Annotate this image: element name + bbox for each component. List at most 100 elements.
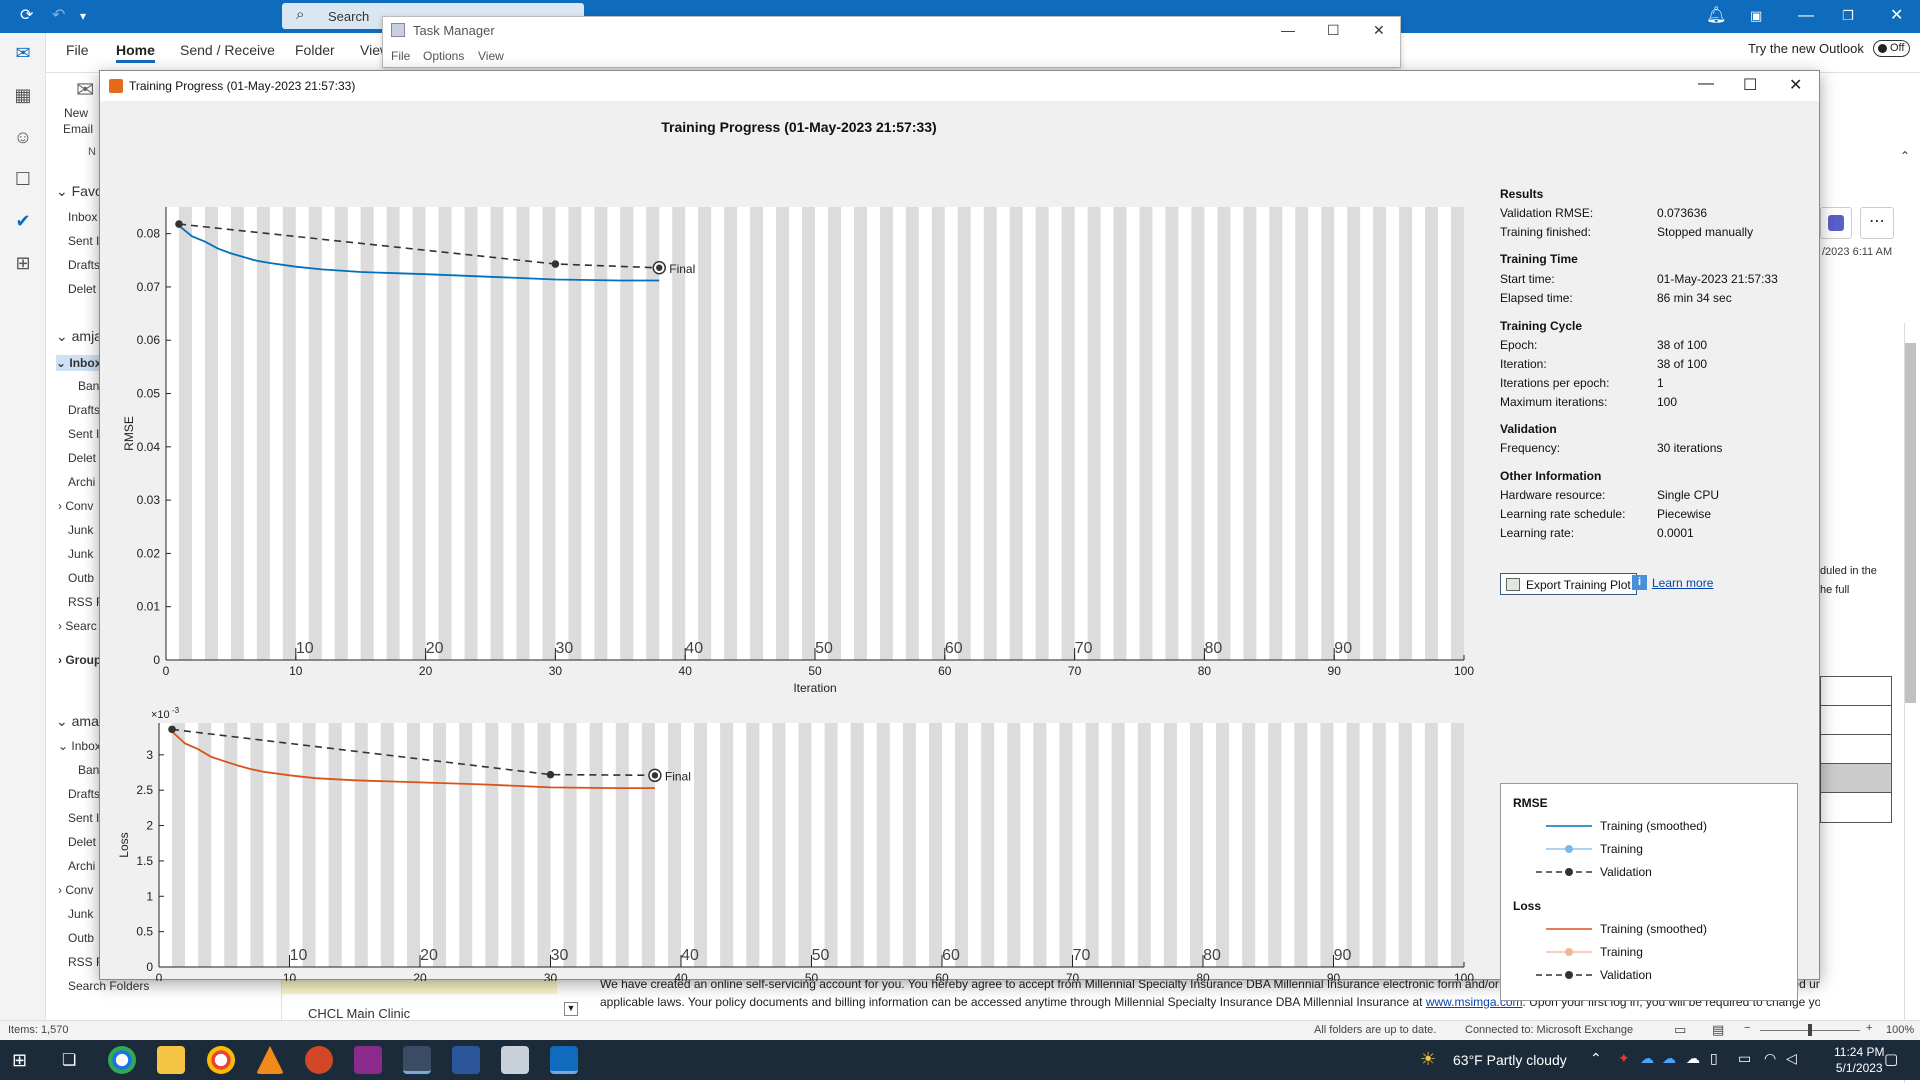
apps-icon[interactable]: ⊞ (15, 253, 31, 273)
collapse-ribbon-icon[interactable]: ⌃ (1900, 149, 1911, 163)
tray-app-icon[interactable]: ✦ (1618, 1050, 1630, 1066)
new-outlook-toggle[interactable]: Off (1873, 40, 1910, 57)
todo-icon[interactable]: ✔ (15, 211, 31, 231)
tasks-icon[interactable]: ☐ (14, 169, 32, 189)
wifi-icon[interactable]: ◠ (1764, 1050, 1777, 1066)
favorites-header[interactable]: ⌄ Favo (56, 183, 103, 200)
people-icon[interactable]: ☺ (13, 127, 33, 147)
teams-button[interactable] (1820, 207, 1852, 239)
chrome-profile-icon[interactable] (207, 1046, 235, 1074)
device-icon[interactable]: ▯ (1710, 1050, 1718, 1066)
close-icon[interactable]: ✕ (1890, 7, 1904, 24)
a2-folder-2[interactable]: Sent I (68, 811, 100, 825)
file-explorer-icon[interactable] (157, 1046, 185, 1074)
close-icon[interactable]: ✕ (1789, 77, 1803, 94)
notifications-icon[interactable]: ▢ (1884, 1051, 1899, 1068)
a2-folder-0[interactable]: Ban (78, 763, 100, 777)
minimize-icon[interactable]: — (1698, 75, 1714, 92)
account2-inbox[interactable]: ⌄ Inbox (58, 739, 101, 753)
fav-sent[interactable]: Sent I (68, 234, 100, 248)
matlab-icon[interactable] (403, 1046, 431, 1074)
scroll-down-icon[interactable]: ▼ (564, 1002, 578, 1016)
a2-folder-3[interactable]: Delet (68, 835, 97, 849)
a1-folder-9[interactable]: RSS F (68, 595, 104, 609)
groups-header[interactable]: › Group (58, 653, 101, 667)
tm-menu-file[interactable]: File (391, 49, 411, 63)
message-sender[interactable]: CHCL Main Clinic (308, 1006, 411, 1021)
new-email-label-2[interactable]: Email (63, 122, 94, 136)
outlook-icon[interactable] (550, 1046, 578, 1074)
chrome-icon[interactable] (108, 1046, 136, 1074)
quick-access-chevron-icon[interactable]: ▾ (80, 9, 87, 23)
new-email-label-1[interactable]: New (64, 106, 89, 120)
tm-close-icon[interactable]: ✕ (1373, 22, 1385, 38)
mail-icon[interactable]: ✉ (15, 43, 31, 63)
account2-header[interactable]: ⌄ ama (56, 713, 99, 730)
onedrive-icon[interactable]: ☁ (1640, 1050, 1654, 1066)
tm-menu-options[interactable]: Options (423, 49, 465, 63)
zoom-in-icon[interactable]: + (1866, 1022, 1873, 1034)
a1-folder-0[interactable]: Ban (78, 379, 100, 393)
a1-folder-7[interactable]: Junk (68, 547, 94, 561)
tab-file[interactable]: File (66, 42, 89, 58)
tm-maximize-icon[interactable]: ☐ (1327, 22, 1340, 38)
sync-icon[interactable]: ⟳ (20, 7, 34, 24)
weather-text[interactable]: 63°F Partly cloudy (1453, 1052, 1567, 1068)
cloud-icon[interactable]: ☁ (1686, 1050, 1700, 1066)
restore-icon[interactable]: ❐ (1842, 8, 1854, 23)
a1-folder-8[interactable]: Outb (68, 571, 95, 585)
search-folders[interactable]: Search Folders (68, 979, 150, 993)
a2-folder-8[interactable]: RSS F (68, 955, 104, 969)
zoom-out-icon[interactable]: − (1744, 1022, 1751, 1034)
pdf-app-icon[interactable] (354, 1046, 382, 1074)
task-manager-window[interactable]: Task Manager File Options View — ☐ ✕ (382, 16, 1401, 68)
a1-folder-4[interactable]: Archi (68, 475, 96, 489)
powerpoint-icon[interactable] (305, 1046, 333, 1074)
normal-view-icon[interactable]: ▭ (1674, 1022, 1687, 1037)
info-icon[interactable]: i (1632, 575, 1647, 590)
tm-minimize-icon[interactable]: — (1281, 22, 1295, 38)
tray-chevron-icon[interactable]: ⌃ (1590, 1050, 1602, 1066)
training-window-titlebar[interactable]: Training Progress (01-May-2023 21:57:33)… (100, 71, 1819, 101)
vlc-icon[interactable] (256, 1046, 284, 1074)
a1-folder-1[interactable]: Drafts (68, 403, 101, 417)
a1-folder-3[interactable]: Delet (68, 451, 97, 465)
a2-folder-7[interactable]: Outb (68, 931, 95, 945)
coming-soon-icon[interactable]: ▣ (1750, 8, 1763, 23)
volume-icon[interactable]: ◁ (1786, 1050, 1797, 1066)
tab-home[interactable]: Home (116, 42, 155, 63)
reading-scrollbar[interactable] (1904, 323, 1916, 1083)
tab-folder[interactable]: Folder (295, 42, 335, 58)
a1-folder-6[interactable]: Junk (68, 523, 94, 537)
windows-start-icon[interactable]: ⊞ (12, 1050, 28, 1070)
battery-icon[interactable]: ▭ (1738, 1050, 1752, 1066)
clock[interactable]: 11:24 PM 5/1/2023 (1834, 1044, 1884, 1076)
scrollbar-thumb[interactable] (1905, 343, 1916, 703)
new-email-icon[interactable]: ✉ (76, 77, 95, 102)
a1-folder-5[interactable]: › Conv (58, 499, 93, 513)
fav-drafts[interactable]: Drafts (68, 258, 101, 272)
calendar-icon[interactable]: ▦ (14, 85, 32, 105)
learn-more-link[interactable]: Learn more (1652, 576, 1714, 590)
bell-icon[interactable]: 🔔︎ (1706, 7, 1727, 24)
tm-menu-view[interactable]: View (478, 49, 504, 63)
a1-folder-10[interactable]: › Searc (58, 619, 97, 633)
task-manager-icon[interactable] (501, 1046, 529, 1074)
maximize-icon[interactable]: ☐ (1743, 77, 1758, 94)
task-view-icon[interactable]: ❏ (62, 1052, 77, 1069)
minimize-icon[interactable]: — (1798, 7, 1814, 24)
weather-icon[interactable]: ☀ (1420, 1049, 1437, 1069)
a2-folder-1[interactable]: Drafts (68, 787, 101, 801)
fav-inbox[interactable]: Inbox (68, 210, 98, 224)
a2-folder-5[interactable]: › Conv (58, 883, 93, 897)
zoom-slider-thumb[interactable] (1808, 1024, 1812, 1036)
more-options-button[interactable]: ⋯ (1860, 207, 1894, 239)
onedrive-2-icon[interactable]: ☁ (1662, 1050, 1676, 1066)
account1-header[interactable]: ⌄ amja (56, 328, 102, 345)
a2-folder-4[interactable]: Archi (68, 859, 96, 873)
tab-send-receive[interactable]: Send / Receive (180, 42, 275, 58)
msimga-link[interactable]: www.msimga.com (1425, 995, 1523, 1009)
reading-view-icon[interactable]: ▤ (1712, 1022, 1725, 1037)
a1-folder-2[interactable]: Sent I (68, 427, 100, 441)
fav-deleted[interactable]: Delet (68, 282, 97, 296)
